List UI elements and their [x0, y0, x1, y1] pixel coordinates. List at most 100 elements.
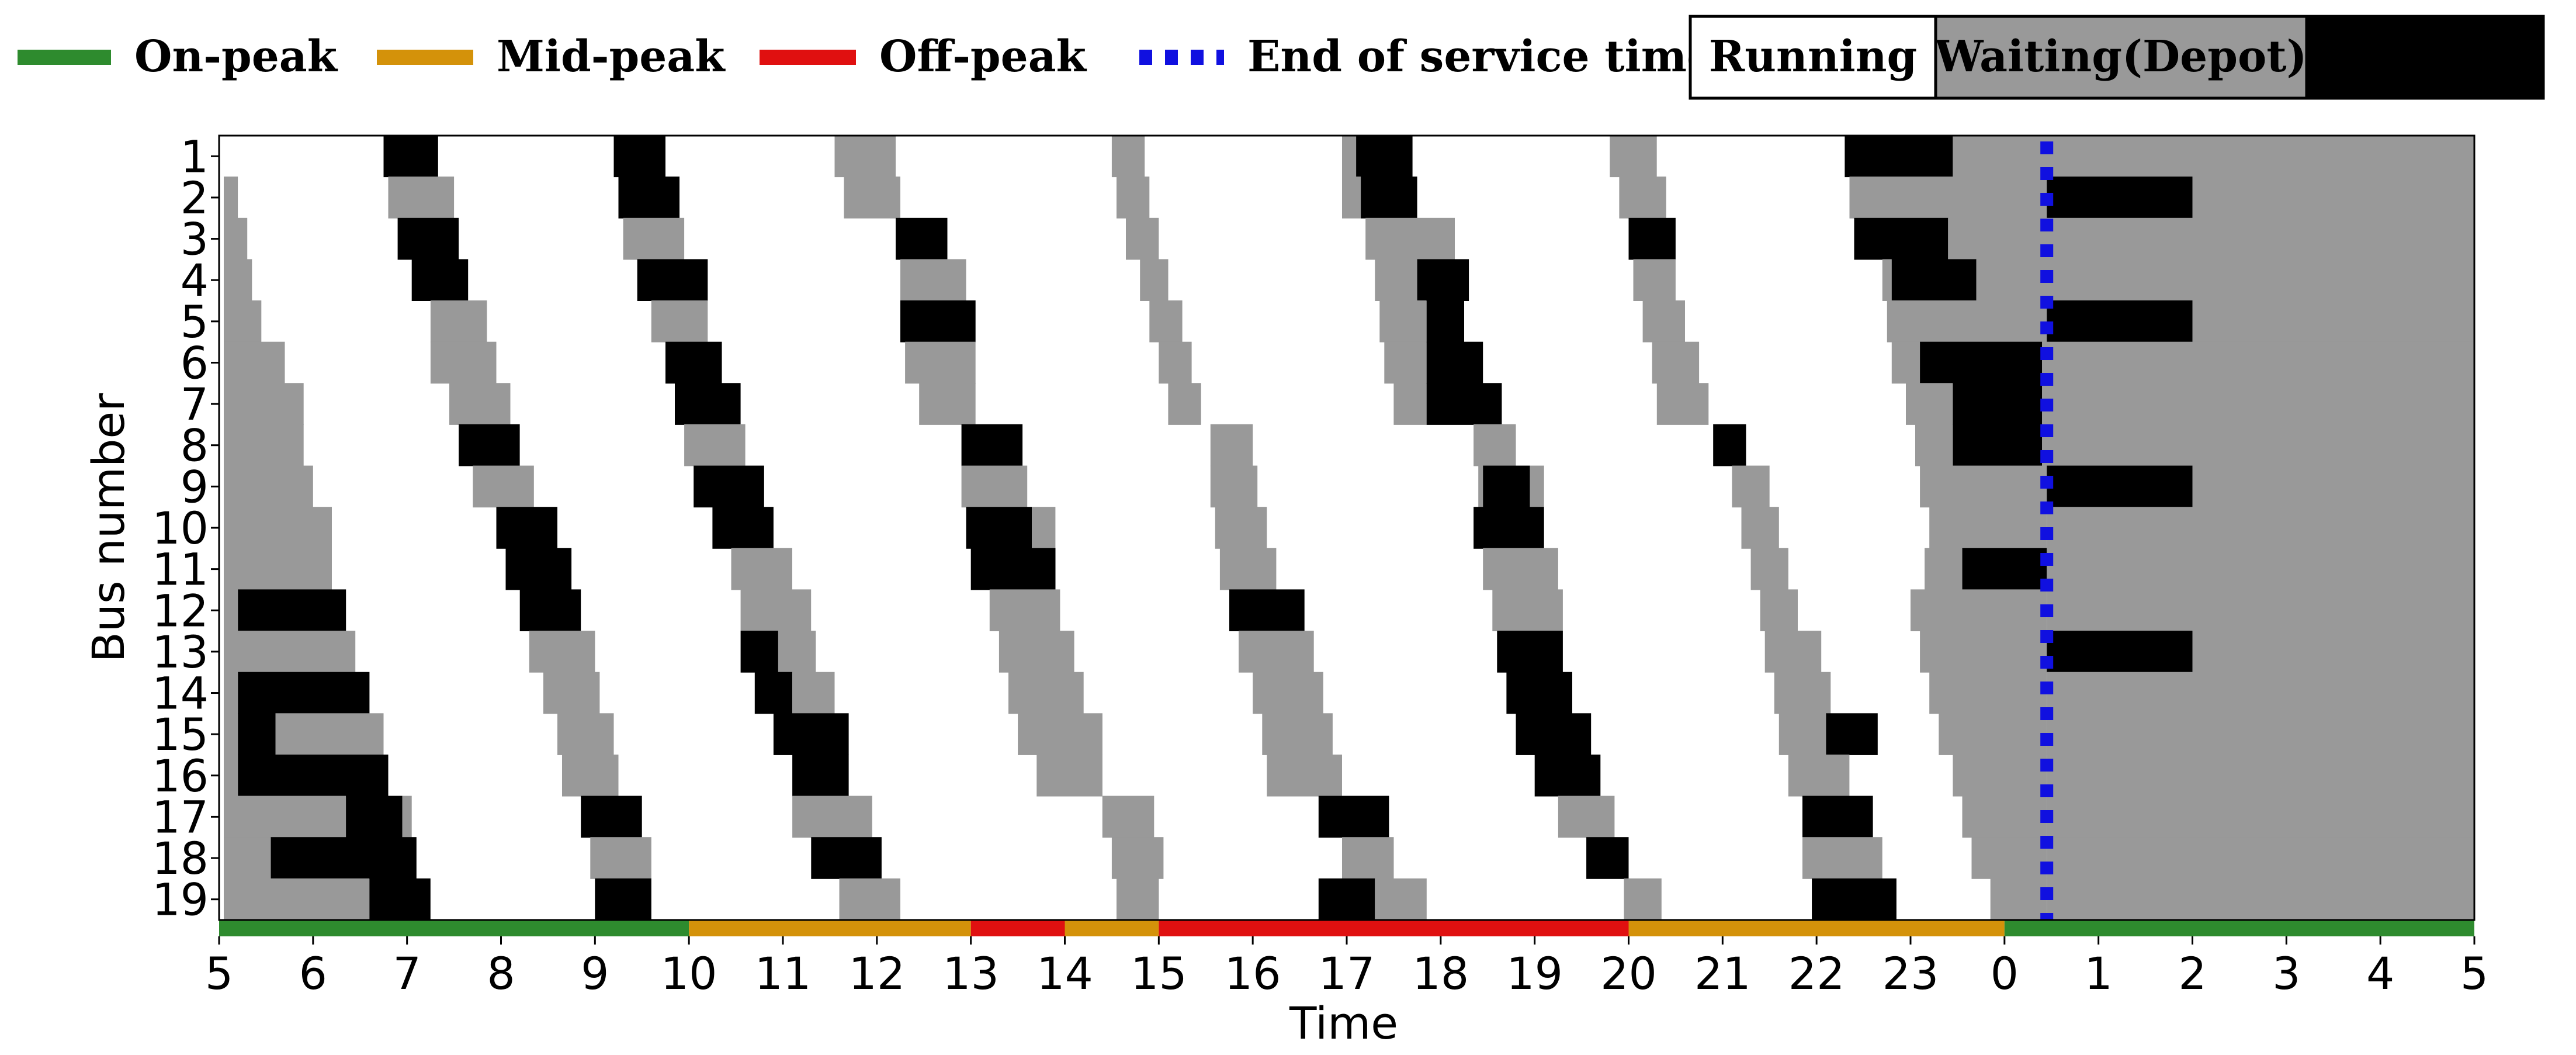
x-tick-label: 2 [2178, 947, 2206, 999]
charging-interval-bus-18 [271, 837, 417, 879]
waiting-interval-bus-19 [839, 878, 900, 921]
waiting-interval-bus-6 [1159, 341, 1192, 384]
y-tick-label: 8 [181, 420, 209, 472]
x-tick-label: 22 [1788, 947, 1845, 999]
waiting-interval-bus-18 [2047, 837, 2474, 879]
waiting-interval-bus-4 [1140, 259, 1169, 301]
charging-interval-bus-15 [773, 713, 849, 755]
x-tick-label: 5 [205, 947, 233, 999]
waiting-interval-bus-5 [1887, 300, 2047, 343]
tariff-periods [219, 920, 2474, 936]
x-axis-title: Time [1289, 997, 1398, 1049]
waiting-interval-bus-18 [1342, 837, 1394, 879]
waiting-interval-bus-14 [1253, 672, 1323, 714]
charging-interval-bus-15 [1516, 713, 1592, 755]
charging-interval-bus-2 [2047, 177, 2193, 219]
waiting-interval-bus-1 [1111, 135, 1145, 178]
waiting-interval-bus-7 [1393, 383, 1427, 425]
waiting-interval-bus-16 [224, 755, 238, 797]
tariff-period-mid-peak-1 [689, 920, 971, 936]
waiting-interval-bus-15 [1018, 713, 1102, 755]
y-tick-label: 4 [181, 254, 209, 306]
waiting-interval-bus-17 [1102, 795, 1154, 838]
x-tick-label: 5 [2460, 947, 2488, 999]
charging-interval-bus-10 [1474, 507, 1544, 549]
charging-interval-bus-14 [754, 672, 793, 714]
waiting-interval-bus-12 [1760, 589, 1798, 631]
charging-interval-bus-12 [1229, 589, 1305, 631]
waiting-interval-bus-18 [224, 837, 271, 879]
waiting-interval-bus-1 [834, 135, 896, 178]
y-tick-label: 10 [152, 502, 209, 554]
waiting-interval-bus-8 [224, 424, 304, 466]
waiting-interval-bus-9 [473, 465, 534, 508]
waiting-interval-bus-3 [224, 217, 248, 260]
charging-interval-bus-7 [675, 383, 741, 425]
charging-interval-bus-8 [459, 424, 520, 466]
x-tick-label: 13 [942, 947, 999, 999]
waiting-interval-bus-15 [557, 713, 614, 755]
waiting-interval-bus-4 [900, 259, 966, 301]
charging-interval-bus-6 [1426, 341, 1483, 384]
waiting-interval-bus-16 [1267, 755, 1342, 797]
legend-label-off-peak: Off-peak [879, 32, 1087, 82]
x-tick-label: 10 [661, 947, 717, 999]
x-tick-label: 3 [2272, 947, 2300, 999]
x-tick-label: 8 [487, 947, 515, 999]
charging-interval-bus-3 [896, 217, 948, 260]
y-tick-label: 9 [181, 461, 209, 513]
waiting-interval-bus-13 [2192, 631, 2474, 673]
waiting-interval-bus-13 [998, 631, 1074, 673]
waiting-interval-bus-14 [1774, 672, 1831, 714]
waiting-interval-bus-7 [224, 383, 304, 425]
waiting-interval-bus-6 [1891, 341, 1920, 384]
waiting-interval-bus-13 [224, 631, 356, 673]
waiting-interval-bus-1 [1953, 135, 2474, 178]
charging-interval-bus-5 [1426, 300, 1464, 343]
waiting-interval-bus-5 [1149, 300, 1183, 343]
waiting-interval-bus-9 [1732, 465, 1770, 508]
charging-interval-bus-17 [1802, 795, 1873, 838]
x-tick-label: 0 [1991, 947, 2019, 999]
waiting-interval-bus-19 [1624, 878, 1662, 921]
legend-label-end-of-service: End of service time [1247, 32, 1714, 82]
waiting-interval-bus-14 [2047, 672, 2474, 714]
waiting-interval-bus-17 [2047, 795, 2474, 838]
legend-box-charging [2305, 15, 2545, 100]
charging-interval-bus-18 [811, 837, 882, 879]
charging-interval-bus-4 [1417, 259, 1469, 301]
waiting-interval-bus-3 [623, 217, 685, 260]
y-tick-label: 5 [181, 296, 209, 348]
charging-interval-bus-19 [595, 878, 651, 921]
legend-box-waiting [1934, 15, 2308, 100]
charging-interval-bus-1 [1845, 135, 1953, 178]
charging-interval-bus-16 [238, 755, 389, 797]
charging-interval-bus-8 [1953, 424, 2043, 466]
waiting-interval-bus-3 [1126, 217, 1159, 260]
waiting-interval-bus-5 [224, 300, 262, 343]
waiting-interval-bus-12 [1492, 589, 1563, 631]
y-tick-label: 18 [152, 832, 209, 884]
waiting-interval-bus-5 [1379, 300, 1427, 343]
charging-interval-bus-13 [740, 631, 778, 673]
waiting-interval-bus-8 [1474, 424, 1516, 466]
waiting-interval-bus-18 [1111, 837, 1164, 879]
x-tick-label: 7 [393, 947, 421, 999]
charging-interval-bus-11 [505, 548, 572, 590]
waiting-interval-bus-8 [684, 424, 746, 466]
charging-interval-bus-14 [238, 672, 370, 714]
charging-interval-bus-18 [1586, 837, 1629, 879]
waiting-interval-bus-12 [989, 589, 1060, 631]
waiting-interval-bus-19 [224, 878, 370, 921]
waiting-interval-bus-14 [224, 672, 238, 714]
x-tick-label: 1 [2084, 947, 2112, 999]
tariff-period-off-peak-4 [1159, 920, 1629, 936]
waiting-interval-bus-4 [1633, 259, 1676, 301]
waiting-interval-bus-1 [1342, 135, 1357, 178]
waiting-interval-bus-10 [1741, 507, 1779, 549]
charging-interval-bus-6 [1920, 341, 2043, 384]
charging-interval-bus-1 [613, 135, 665, 178]
waiting-interval-bus-5 [2192, 300, 2474, 343]
